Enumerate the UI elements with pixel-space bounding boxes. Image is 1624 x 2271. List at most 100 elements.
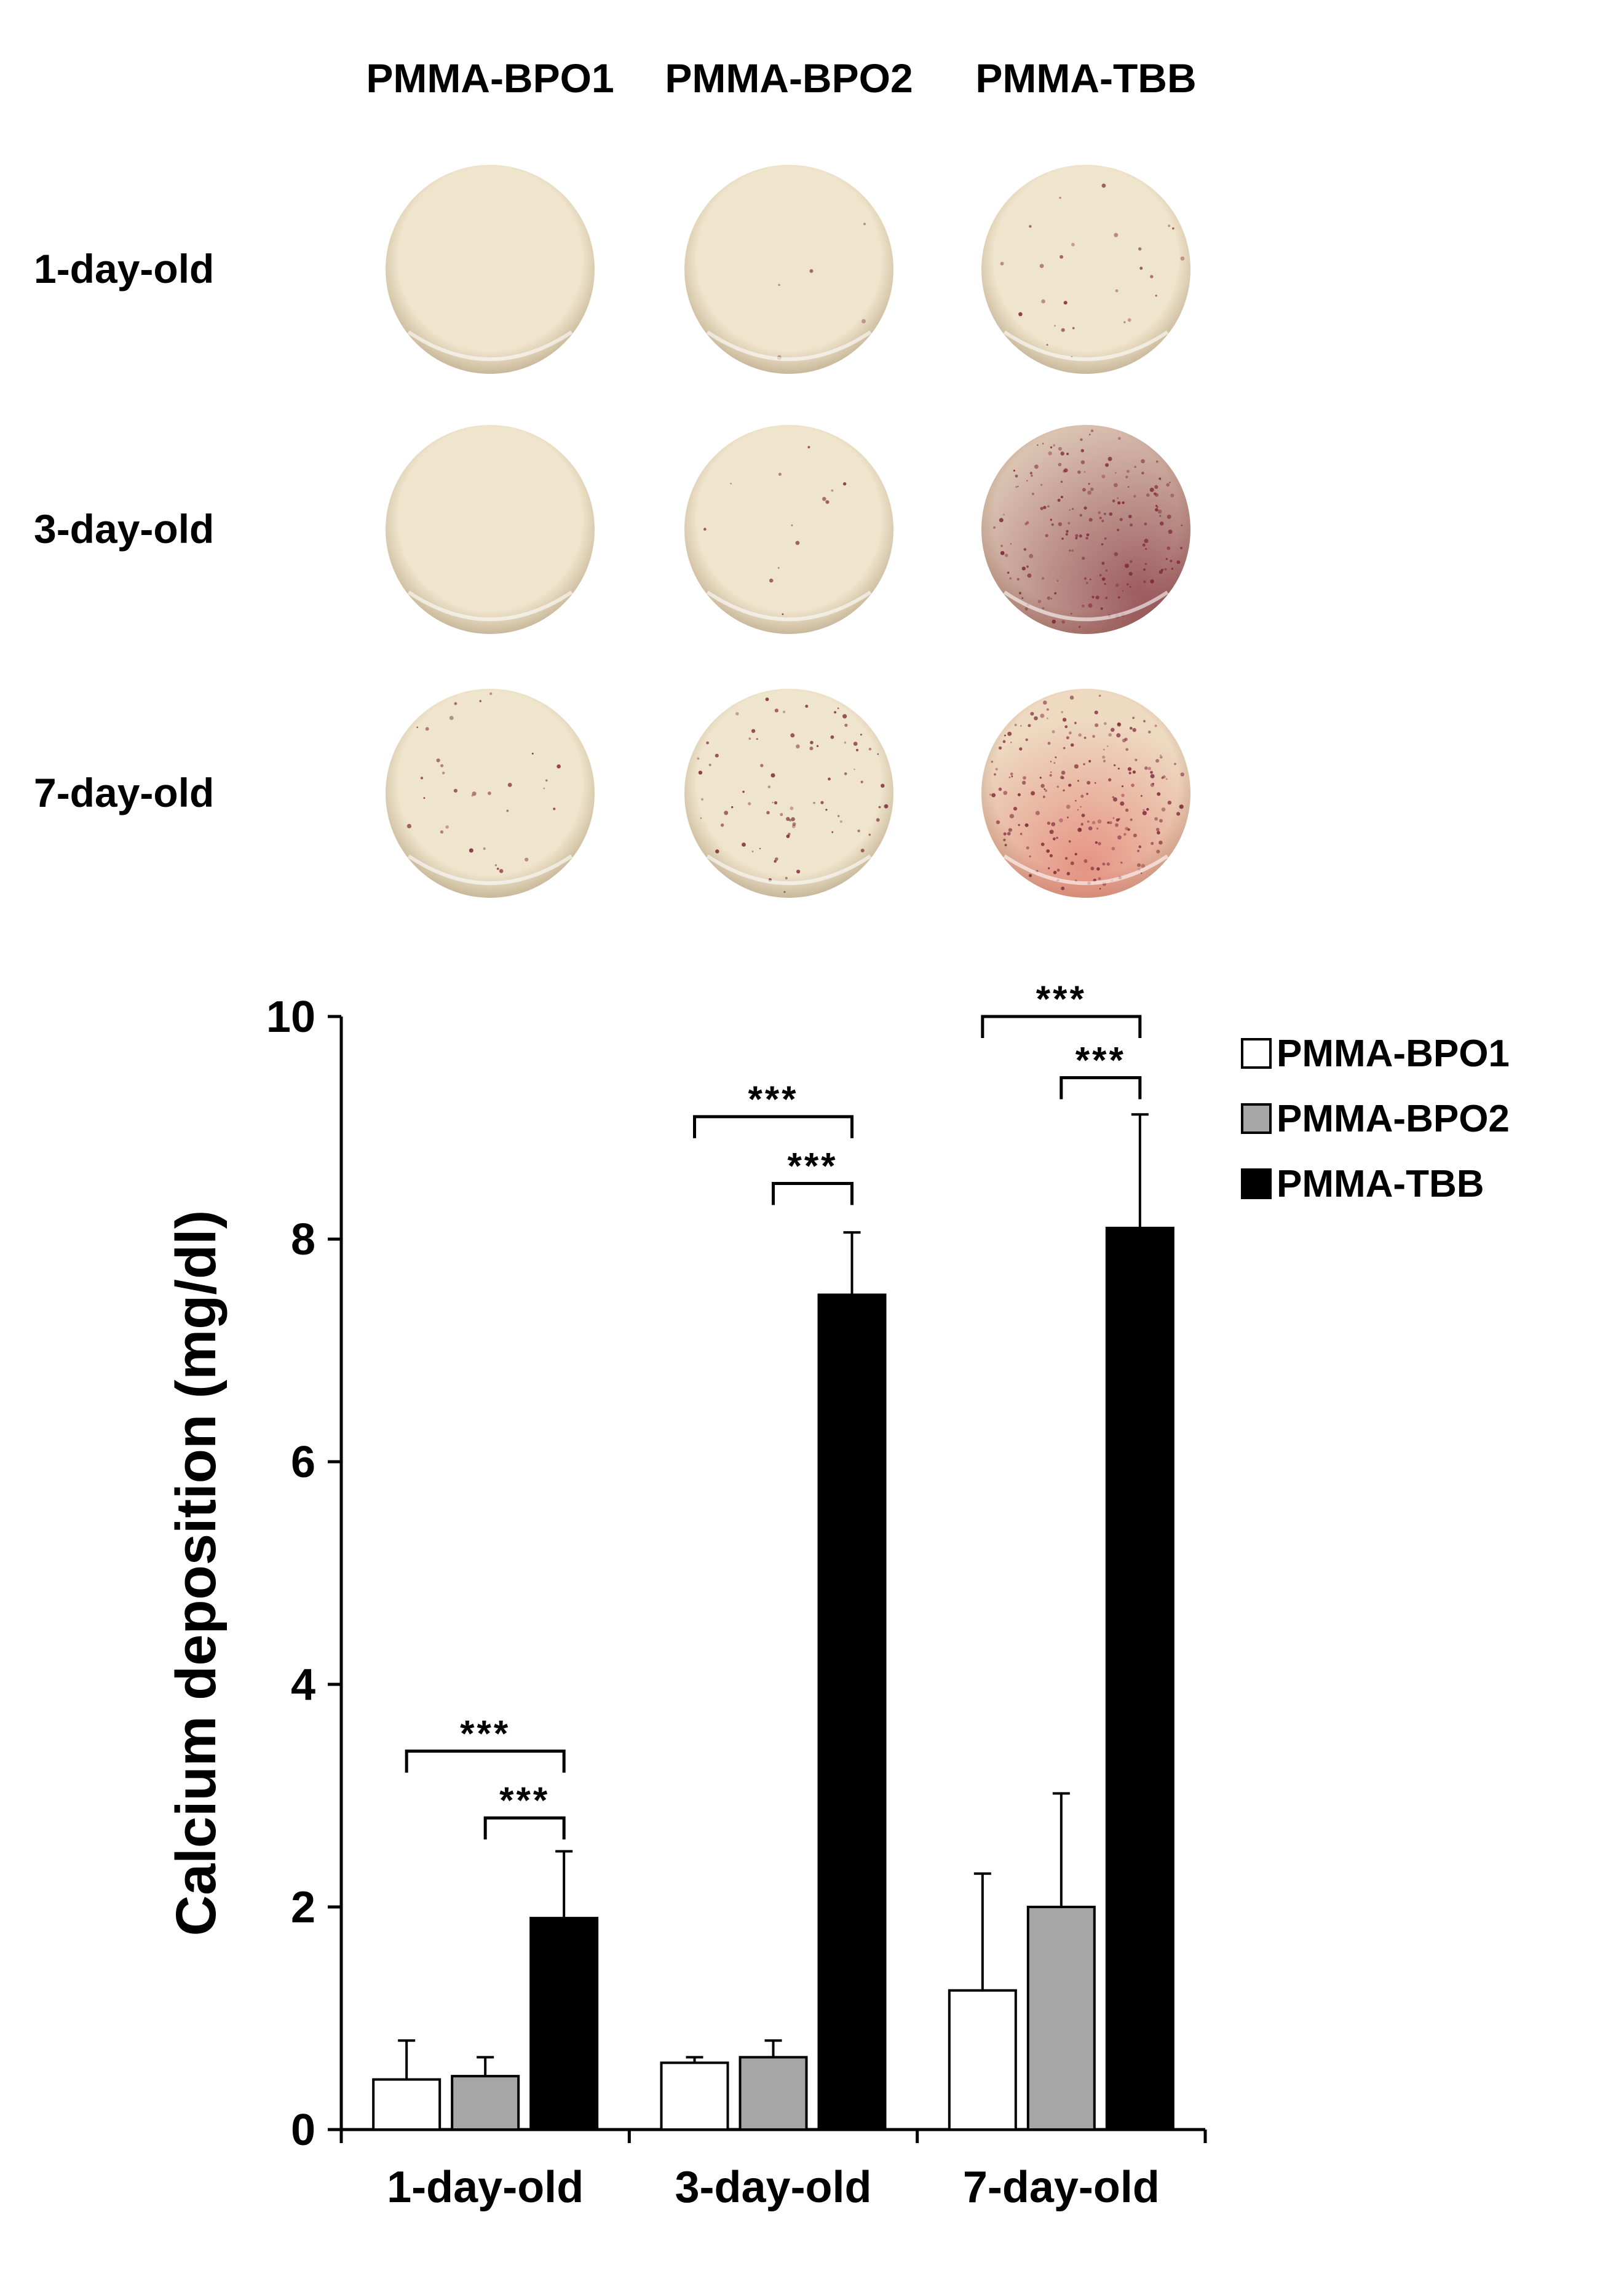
stain-speck — [772, 801, 774, 804]
y-tick-label: 10 — [266, 993, 315, 1042]
stain-speck — [1020, 833, 1023, 835]
stain-speck — [1155, 295, 1157, 297]
disc-body — [684, 689, 893, 898]
stain-speck — [496, 867, 499, 870]
stain-speck — [1064, 468, 1068, 473]
stain-speck — [991, 761, 993, 763]
y-tick-label: 8 — [291, 1215, 315, 1264]
photo-panel: PMMA-BPO1 PMMA-BPO2 PMMA-TBB 1-day-old 3-day… — [34, 55, 1197, 898]
stain-speck — [1081, 604, 1085, 608]
stain-speck — [1141, 863, 1146, 868]
stain-speck — [1101, 474, 1106, 478]
stain-speck — [1097, 819, 1102, 824]
stain-speck — [759, 847, 761, 850]
stain-speck — [1068, 840, 1071, 843]
stain-speck — [1061, 620, 1065, 624]
stain-speck — [557, 764, 561, 769]
stain-speck — [1154, 724, 1157, 727]
stain-speck — [1096, 827, 1099, 830]
stain-speck — [778, 283, 780, 287]
stain-speck — [1138, 247, 1142, 251]
stain-speck — [1077, 828, 1082, 832]
stain-speck — [1150, 771, 1153, 774]
stain-speck — [1150, 783, 1154, 787]
stain-speck — [1117, 835, 1122, 840]
stain-speck — [1117, 767, 1120, 770]
stain-speck — [1115, 472, 1117, 474]
stain-speck — [1150, 275, 1154, 279]
stain-speck — [820, 801, 824, 804]
stain-speck — [420, 777, 424, 780]
stain-speck — [1149, 488, 1154, 492]
stain-speck — [1026, 480, 1028, 482]
stain-speck — [989, 793, 991, 796]
stain-speck — [1168, 529, 1173, 534]
stain-speck — [1128, 515, 1132, 518]
bar-pmma-bpo1-3-day-old — [660, 2061, 729, 2131]
stain-speck — [1093, 878, 1097, 882]
stain-speck — [1047, 867, 1050, 870]
stain-speck — [1082, 488, 1086, 492]
stain-speck — [1039, 264, 1044, 268]
sample-disc-pmma-bpo2-7-day-old — [684, 689, 893, 898]
significance-bracket — [693, 1115, 854, 1138]
stain-speck — [1050, 598, 1053, 600]
stain-speck — [1121, 793, 1125, 798]
stain-speck — [770, 773, 775, 778]
stain-speck — [809, 747, 814, 750]
stain-speck — [1155, 504, 1158, 507]
stain-speck — [1015, 474, 1018, 478]
stain-speck — [1053, 871, 1057, 874]
sample-disc-pmma-tbb-1-day-old — [981, 165, 1190, 374]
stain-speck — [449, 716, 454, 720]
stain-speck — [1127, 318, 1131, 322]
stain-speck — [1140, 795, 1143, 797]
stain-speck — [1057, 499, 1061, 502]
stain-speck — [1088, 603, 1093, 608]
stain-speck — [1037, 444, 1039, 446]
stain-speck — [531, 753, 534, 755]
stain-speck — [1137, 849, 1139, 852]
disc-rim-highlight — [407, 854, 573, 886]
stain-speck — [774, 708, 778, 713]
stain-speck — [1050, 771, 1052, 773]
stain-speck — [1017, 485, 1019, 488]
stain-speck — [780, 813, 783, 817]
stain-speck — [1139, 266, 1143, 270]
stain-speck — [825, 500, 830, 504]
sample-disc-pmma-bpo1-1-day-old — [386, 165, 595, 374]
stain-speck — [1044, 788, 1045, 790]
stain-speck — [783, 710, 786, 713]
bar-pmma-bpo2-3-day-old — [739, 2056, 808, 2131]
stain-speck — [1132, 770, 1136, 774]
stain-speck — [1062, 718, 1067, 722]
stain-speck — [1051, 822, 1056, 826]
stain-speck — [765, 697, 769, 702]
stain-speck — [436, 758, 440, 763]
stain-speck — [1125, 475, 1128, 478]
stain-speck — [1115, 823, 1119, 827]
stain-speck — [1025, 738, 1028, 742]
stain-speck — [1066, 529, 1069, 533]
stain-speck — [1146, 807, 1149, 811]
stain-speck — [1170, 493, 1174, 497]
stain-overlay — [981, 689, 1190, 898]
stain-speck — [1133, 494, 1136, 498]
stain-speck — [1121, 785, 1124, 788]
legend-label-pmma-bpo1: PMMA-BPO1 — [1277, 1032, 1510, 1075]
stain-speck — [1080, 795, 1084, 798]
stain-speck — [1077, 470, 1081, 474]
significance-label: *** — [787, 1146, 838, 1187]
stain-speck — [1013, 807, 1018, 811]
stain-speck — [1037, 600, 1042, 603]
stain-speck — [1024, 607, 1028, 611]
stain-speck — [1079, 513, 1083, 517]
stain-speck — [1061, 328, 1065, 332]
stain-speck — [1031, 493, 1034, 496]
stain-speck — [1050, 518, 1053, 521]
stain-speck — [1053, 762, 1056, 764]
stain-speck — [1024, 522, 1028, 526]
disc-rim-highlight — [706, 590, 872, 622]
stain-speck — [1064, 857, 1068, 860]
stain-speck — [1147, 731, 1151, 734]
